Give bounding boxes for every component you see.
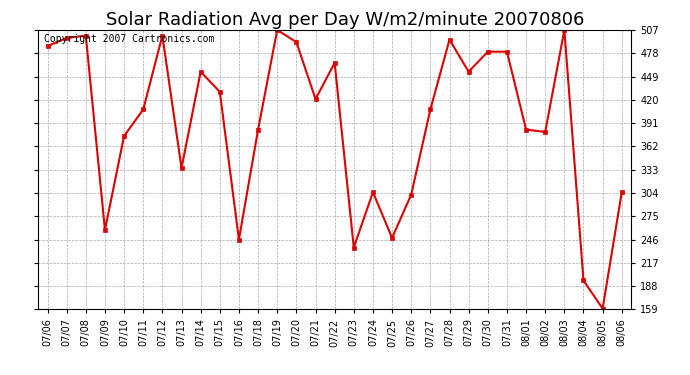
Text: Copyright 2007 Cartronics.com: Copyright 2007 Cartronics.com [44,34,215,44]
Text: Solar Radiation Avg per Day W/m2/minute 20070806: Solar Radiation Avg per Day W/m2/minute … [106,11,584,29]
